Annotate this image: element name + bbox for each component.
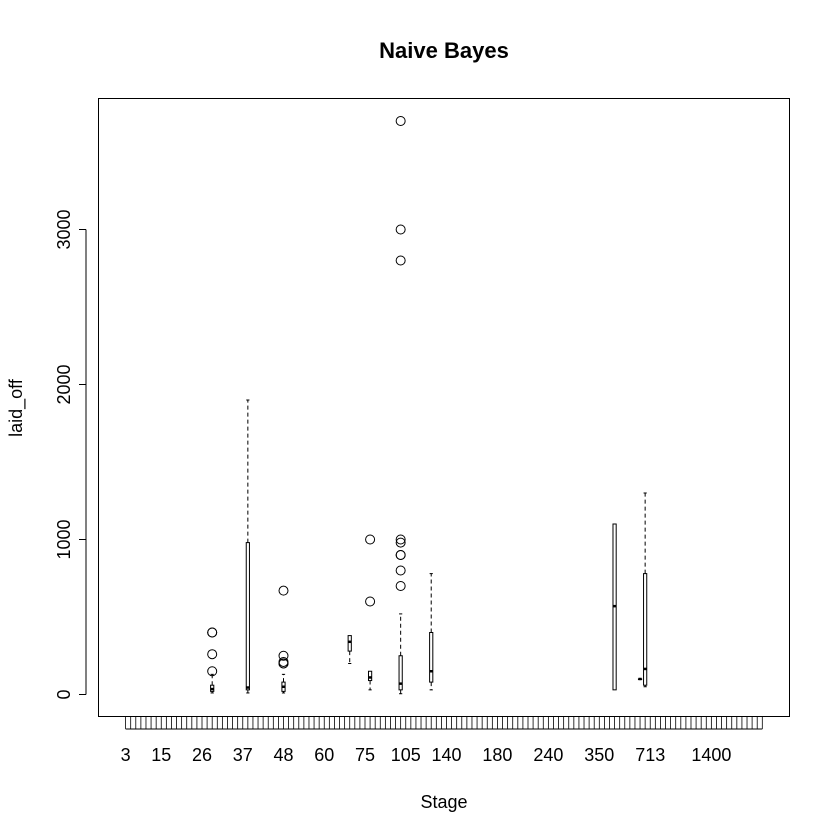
box-body xyxy=(245,542,250,691)
x-tick-label: 75 xyxy=(355,745,375,765)
box-body xyxy=(429,632,434,683)
y-axis: 0 1000 2000 3000 xyxy=(54,209,87,700)
box-plot xyxy=(612,523,617,691)
x-axis-title: Stage xyxy=(420,792,467,812)
outlier-point xyxy=(395,224,406,235)
box-body xyxy=(643,573,648,686)
outlier-point xyxy=(207,666,218,677)
outlier-point xyxy=(395,537,406,548)
box-plot xyxy=(365,534,376,691)
y-tick-label: 1000 xyxy=(54,519,74,559)
box-body xyxy=(367,670,373,682)
outlier-point xyxy=(278,650,289,661)
x-tick-label: 48 xyxy=(273,745,293,765)
outlier-point xyxy=(365,534,376,545)
outlier-point xyxy=(395,534,406,545)
outlier-point xyxy=(395,550,406,560)
outlier-point xyxy=(278,656,289,667)
x-tick-label: 713 xyxy=(635,745,665,765)
box-body xyxy=(398,655,403,691)
x-tick-label: 1400 xyxy=(691,745,731,765)
plot-frame xyxy=(98,98,790,717)
x-tick-label: 26 xyxy=(192,745,212,765)
box-plot xyxy=(643,492,648,688)
box-series xyxy=(207,116,648,695)
box-body xyxy=(347,635,352,652)
box-plot xyxy=(395,116,406,695)
box-plot xyxy=(207,627,218,694)
outlier-point xyxy=(278,585,289,596)
outlier-point xyxy=(395,581,406,591)
x-tick-label: 15 xyxy=(151,745,171,765)
box-plot xyxy=(637,677,643,681)
x-tick-label: 240 xyxy=(533,745,563,765)
y-tick-label: 2000 xyxy=(54,364,74,404)
outlier-point xyxy=(365,596,376,607)
box-plot xyxy=(245,399,250,694)
x-tick-label: 3 xyxy=(121,745,131,765)
y-tick-label: 3000 xyxy=(54,209,74,249)
y-axis-title: laid_off xyxy=(6,378,27,437)
y-tick-label: 0 xyxy=(54,689,74,699)
x-tick-label: 37 xyxy=(233,745,253,765)
outlier-point xyxy=(395,255,406,266)
outlier-point xyxy=(395,116,406,126)
box-plot xyxy=(429,573,434,691)
outlier-point xyxy=(207,627,218,638)
chart-title: Naive Bayes xyxy=(379,38,509,63)
box-plot xyxy=(278,585,289,694)
x-tick-label: 60 xyxy=(314,745,334,765)
box-plot xyxy=(347,635,352,664)
outlier-point xyxy=(395,565,406,576)
x-tick-label: 350 xyxy=(584,745,614,765)
x-tick-label: 140 xyxy=(431,745,461,765)
x-tick-label: 180 xyxy=(482,745,512,765)
x-axis: 3 15 26 37 48 60 75 105 140 180 240 350 713 1400 xyxy=(121,717,763,765)
outlier-point xyxy=(207,649,218,660)
x-tick-label: 105 xyxy=(391,745,421,765)
